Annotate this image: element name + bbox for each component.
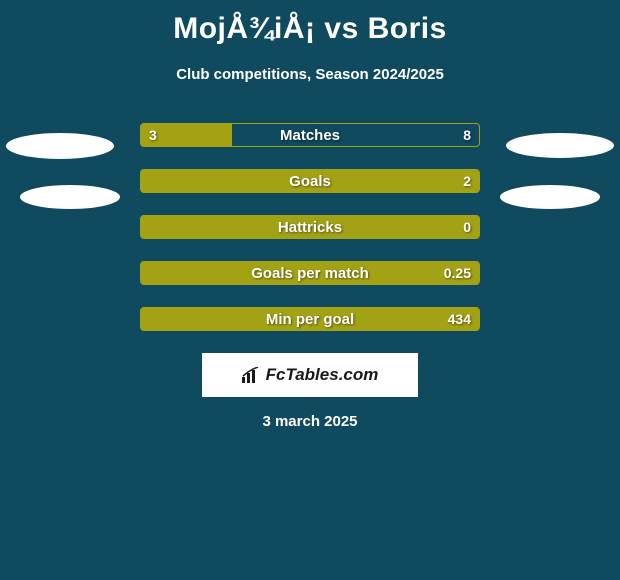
bar-label: Goals per match (141, 262, 479, 284)
bar-label: Hattricks (141, 216, 479, 238)
avatar-right-1 (506, 133, 614, 158)
bar-row-goals: Goals 2 (140, 169, 480, 193)
bar-row-matches: 3 Matches 8 (140, 123, 480, 147)
chart-icon (242, 367, 262, 383)
page-title: MojÅ¾iÅ¡ vs Boris (0, 0, 620, 46)
bar-value-right: 0.25 (444, 262, 471, 284)
bar-label: Min per goal (141, 308, 479, 330)
bar-row-min-per-goal: Min per goal 434 (140, 307, 480, 331)
bars-container: 3 Matches 8 Goals 2 Hattricks 0 Goals pe… (140, 123, 480, 331)
subtitle: Club competitions, Season 2024/2025 (0, 66, 620, 83)
bar-value-right: 2 (463, 170, 471, 192)
bar-value-right: 8 (463, 124, 471, 146)
date-text: 3 march 2025 (0, 413, 620, 430)
logo-text: FcTables.com (266, 365, 379, 385)
avatar-left-2 (20, 185, 120, 209)
bar-label: Goals (141, 170, 479, 192)
bar-row-goals-per-match: Goals per match 0.25 (140, 261, 480, 285)
logo: FcTables.com (242, 365, 379, 385)
bar-value-right: 434 (448, 308, 471, 330)
comparison-chart: 3 Matches 8 Goals 2 Hattricks 0 Goals pe… (0, 123, 620, 430)
bar-label: Matches (141, 124, 479, 146)
bar-value-right: 0 (463, 216, 471, 238)
avatar-right-2 (500, 185, 600, 209)
bar-row-hattricks: Hattricks 0 (140, 215, 480, 239)
avatar-left-1 (6, 133, 114, 159)
logo-box: FcTables.com (202, 353, 418, 397)
